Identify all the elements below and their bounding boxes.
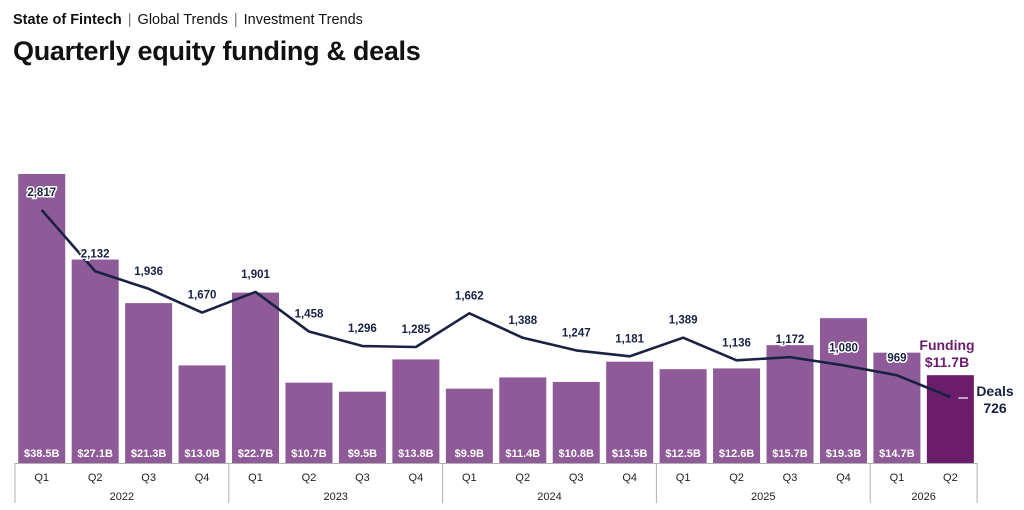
- deals-callout-value: 726: [983, 400, 1007, 416]
- deals-label-7: 1,285: [401, 324, 430, 336]
- year-label-2025: 2025: [751, 491, 775, 503]
- funding-bar-label-8: $9.9B: [455, 448, 484, 460]
- breadcrumb-item-investment-trends[interactable]: Investment Trends: [243, 12, 363, 28]
- funding-bar-9: [499, 377, 547, 463]
- funding-bar-11: [606, 361, 654, 463]
- x-tick-label-13: Q2: [729, 472, 744, 484]
- funding-callout-value: $11.7B: [925, 354, 969, 370]
- breadcrumb-separator: |: [127, 12, 132, 28]
- x-tick-label-17: Q2: [943, 472, 958, 484]
- deals-label-8: 1,662: [455, 290, 484, 302]
- year-label-2024: 2024: [537, 491, 561, 503]
- funding-bar-2: [125, 303, 173, 463]
- funding-bar-label-11: $13.5B: [612, 448, 648, 460]
- funding-bar-17: [926, 375, 974, 463]
- funding-bar-6: [338, 391, 386, 463]
- x-tick-label-4: Q1: [248, 472, 263, 484]
- deals-label-4: 1,901: [241, 269, 270, 281]
- deals-label-13: 1,136: [722, 337, 751, 349]
- deals-label-5: 1,458: [295, 309, 324, 321]
- breadcrumb-item-state-of-fintech[interactable]: State of Fintech: [13, 12, 122, 28]
- funding-bar-label-5: $10.7B: [291, 448, 327, 460]
- funding-bar-label-1: $27.1B: [77, 448, 113, 460]
- page-title: Quarterly equity funding & deals: [13, 36, 421, 66]
- funding-bar-4: [232, 292, 280, 463]
- deals-label-16: 969: [887, 352, 906, 364]
- x-tick-label-3: Q4: [195, 472, 210, 484]
- breadcrumb: State of Fintech | Global Trends | Investmen…: [13, 12, 363, 28]
- deals-label-11: 1,181: [615, 333, 644, 345]
- funding-bar-5: [285, 382, 333, 463]
- x-tick-label-2: Q3: [141, 472, 156, 484]
- deals-label-3: 1,670: [188, 290, 217, 302]
- x-tick-label-5: Q2: [302, 472, 317, 484]
- deals-callout-name: Deals: [976, 383, 1014, 399]
- breadcrumb-separator: |: [233, 12, 238, 28]
- x-tick-label-15: Q4: [836, 472, 851, 484]
- deals-label-1: 2,132: [81, 248, 110, 260]
- funding-bar-label-6: $9.5B: [348, 448, 377, 460]
- deals-label-12: 1,389: [669, 315, 698, 327]
- funding-bar-label-2: $21.3B: [131, 448, 167, 460]
- funding-bar-label-16: $14.7B: [879, 448, 915, 460]
- year-label-2023: 2023: [323, 491, 347, 503]
- breadcrumb-item-global-trends[interactable]: Global Trends: [137, 12, 228, 28]
- x-tick-label-16: Q1: [890, 472, 905, 484]
- funding-callout-name: Funding: [919, 337, 974, 353]
- deals-label-2: 1,936: [134, 266, 163, 278]
- funding-bar-0: [18, 174, 66, 463]
- deals-label-15: 1,080: [829, 342, 858, 354]
- funding-bar-8: [445, 388, 493, 463]
- deals-label-10: 1,247: [562, 327, 591, 339]
- x-tick-label-14: Q3: [783, 472, 798, 484]
- funding-bar-7: [392, 359, 440, 463]
- funding-bar-label-12: $12.5B: [665, 448, 701, 460]
- funding-bar-label-13: $12.6B: [719, 448, 755, 460]
- funding-bar-1: [71, 259, 119, 463]
- x-tick-label-7: Q4: [409, 472, 424, 484]
- deals-label-6: 1,296: [348, 323, 377, 335]
- x-tick-label-12: Q1: [676, 472, 691, 484]
- x-tick-label-0: Q1: [34, 472, 49, 484]
- funding-bar-15: [819, 318, 867, 463]
- deals-label-14: 1,172: [776, 334, 805, 346]
- funding-bar-3: [178, 365, 226, 463]
- deals-line: [40, 209, 951, 399]
- x-tick-label-1: Q2: [88, 472, 103, 484]
- funding-bar-16: [873, 352, 921, 463]
- funding-bar-label-9: $11.4B: [505, 448, 540, 460]
- deals-label-0: 2,817: [27, 187, 56, 199]
- funding-bar-label-10: $10.8B: [558, 448, 594, 460]
- x-tick-label-8: Q1: [462, 472, 477, 484]
- x-tick-label-9: Q2: [515, 472, 530, 484]
- x-tick-label-11: Q4: [622, 472, 637, 484]
- funding-bar-13: [713, 368, 761, 463]
- funding-bar-label-0: $38.5B: [24, 448, 60, 460]
- funding-bar-label-15: $19.3B: [826, 448, 862, 460]
- deals-label-9: 1,388: [508, 315, 537, 327]
- funding-bar-12: [659, 369, 707, 463]
- funding-bar-label-3: $13.0B: [184, 448, 220, 460]
- funding-bar-label-4: $22.7B: [238, 448, 274, 460]
- funding-bar-14: [766, 345, 814, 463]
- x-tick-label-6: Q3: [355, 472, 370, 484]
- x-tick-label-10: Q3: [569, 472, 584, 484]
- year-label-2022: 2022: [110, 491, 134, 503]
- funding-bar-10: [552, 381, 600, 463]
- funding-bar-label-7: $13.8B: [398, 448, 434, 460]
- funding-bar-label-14: $15.7B: [772, 448, 808, 460]
- year-label-2026: 2026: [911, 491, 935, 503]
